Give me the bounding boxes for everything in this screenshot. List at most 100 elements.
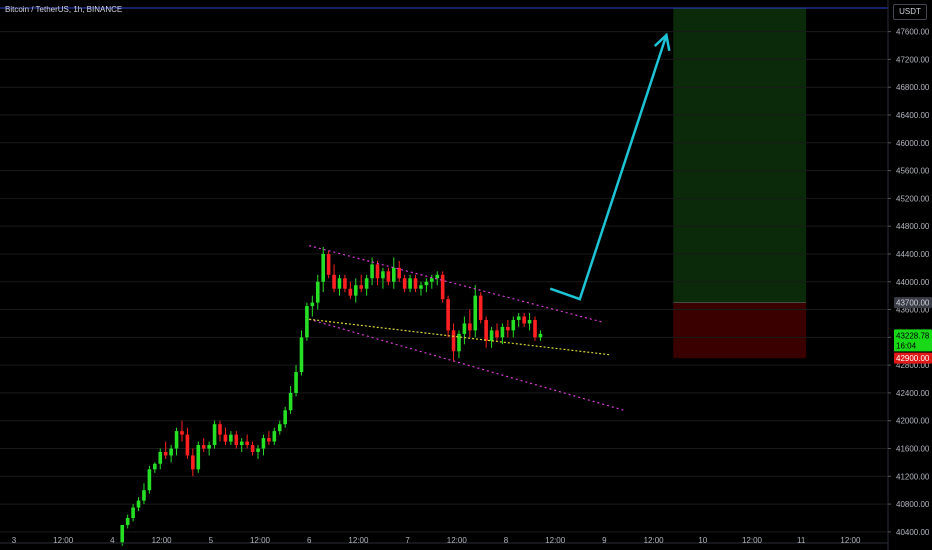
drawings[interactable] xyxy=(309,32,671,411)
price-axis[interactable]: 40400.00 40800.00 41200.00 41600.00 42000.00… xyxy=(887,0,932,550)
candle-body xyxy=(370,264,374,279)
candle-body xyxy=(381,271,385,279)
candle-body xyxy=(245,441,249,446)
candle-body xyxy=(332,274,336,289)
candle-body xyxy=(402,278,407,289)
candle-body xyxy=(386,271,391,282)
candle-body xyxy=(478,295,483,320)
time-tick-label: 9 xyxy=(602,536,607,545)
candle-body xyxy=(191,455,195,470)
candle-body xyxy=(239,441,244,446)
time-tick-label: 12:00 xyxy=(447,536,468,545)
candle-body xyxy=(375,264,380,279)
price-axis-bg xyxy=(888,0,932,550)
candle-body xyxy=(180,431,184,435)
candle-body xyxy=(364,278,369,289)
target-price-label-bg xyxy=(894,297,932,309)
candle-body xyxy=(538,333,543,338)
time-axis[interactable]: 3 12:00 4 12:00 5 12:00 6 12:00 7 12:00 8 12:00 9 12:… xyxy=(0,536,888,545)
price-tick-label: 47600.00 xyxy=(896,28,930,37)
candle-body xyxy=(147,469,152,491)
candle-body xyxy=(169,448,173,456)
time-tick-label: 3 xyxy=(12,536,17,545)
projection-arrow xyxy=(549,34,668,301)
target-zone xyxy=(673,8,807,303)
stop-price-label: 42900.00 xyxy=(896,354,930,363)
price-tick-label: 40400.00 xyxy=(896,528,930,537)
time-tick-label: 12:00 xyxy=(545,536,566,545)
price-tick-label: 41200.00 xyxy=(896,472,930,481)
candle-body xyxy=(305,306,309,338)
candle-body xyxy=(397,267,402,279)
candle-body xyxy=(489,330,494,341)
symbol-title: Bitcoin / TetherUS, 1h, BINANCE xyxy=(5,5,123,14)
candle-body xyxy=(256,448,260,452)
price-tick-label: 44000.00 xyxy=(896,278,930,287)
candle-body xyxy=(310,302,315,307)
price-tick-label: 44400.00 xyxy=(896,250,930,259)
candle-body xyxy=(196,445,201,470)
candle-body xyxy=(294,372,298,393)
currency-button[interactable]: USDT xyxy=(893,4,927,20)
candle-body xyxy=(136,500,141,508)
stop-zone xyxy=(673,302,807,359)
candle-body xyxy=(125,517,130,525)
candle-body xyxy=(223,434,228,442)
candle-body xyxy=(446,299,450,331)
current-price-label-bg xyxy=(894,329,932,352)
candle-body xyxy=(185,434,190,456)
time-tick-label: 6 xyxy=(307,536,312,545)
candle-body xyxy=(527,319,532,324)
candle-body xyxy=(435,274,440,279)
time-tick-label: 7 xyxy=(405,536,410,545)
risk-reward-zones[interactable] xyxy=(673,8,807,359)
candle-body xyxy=(158,451,163,464)
candle-body xyxy=(174,431,179,449)
price-tick-label: 41600.00 xyxy=(896,445,930,454)
candle-body xyxy=(473,295,478,331)
candle-body xyxy=(315,281,320,303)
candle-body xyxy=(451,330,456,352)
candle-body xyxy=(321,253,325,282)
candle-body xyxy=(359,285,364,289)
candle-body xyxy=(212,424,217,446)
candle-body xyxy=(511,319,516,331)
candle-body xyxy=(424,281,429,286)
candle-body xyxy=(495,330,499,338)
price-tick-label: 42400.00 xyxy=(896,389,930,398)
candle-body xyxy=(500,326,505,338)
candle-body xyxy=(277,424,282,432)
time-tick-label: 12:00 xyxy=(644,536,665,545)
candle-body xyxy=(288,392,293,411)
target-price-label: 43700.00 xyxy=(896,299,930,308)
candle-body xyxy=(522,316,526,324)
price-tick-label: 46400.00 xyxy=(896,111,930,120)
candle-body xyxy=(207,445,211,449)
candle-body xyxy=(283,410,287,425)
price-tick-label: 45200.00 xyxy=(896,194,930,203)
candle-body xyxy=(413,278,418,289)
candle-body xyxy=(468,323,472,331)
candle-body xyxy=(408,278,412,289)
price-tick-label: 43600.00 xyxy=(896,306,930,315)
candle-body xyxy=(533,319,537,338)
candle-body xyxy=(337,278,342,289)
candles xyxy=(120,247,543,546)
candle-body xyxy=(218,424,222,435)
candle-body xyxy=(201,445,206,449)
price-tick-label: 45600.00 xyxy=(896,167,930,176)
candle-body xyxy=(440,274,445,300)
candle-body xyxy=(142,490,146,501)
candle-body xyxy=(250,445,255,452)
grid-lines xyxy=(0,31,888,533)
candle-body xyxy=(229,434,233,442)
bar-countdown-label: 16:04 xyxy=(896,341,917,350)
candle-body xyxy=(343,278,347,289)
candle-body xyxy=(234,434,239,446)
time-tick-label: 12:00 xyxy=(348,536,369,545)
stop-price-label-bg xyxy=(894,352,932,364)
price-tick-label: 46000.00 xyxy=(896,139,930,148)
time-tick-label: 11 xyxy=(797,536,806,545)
